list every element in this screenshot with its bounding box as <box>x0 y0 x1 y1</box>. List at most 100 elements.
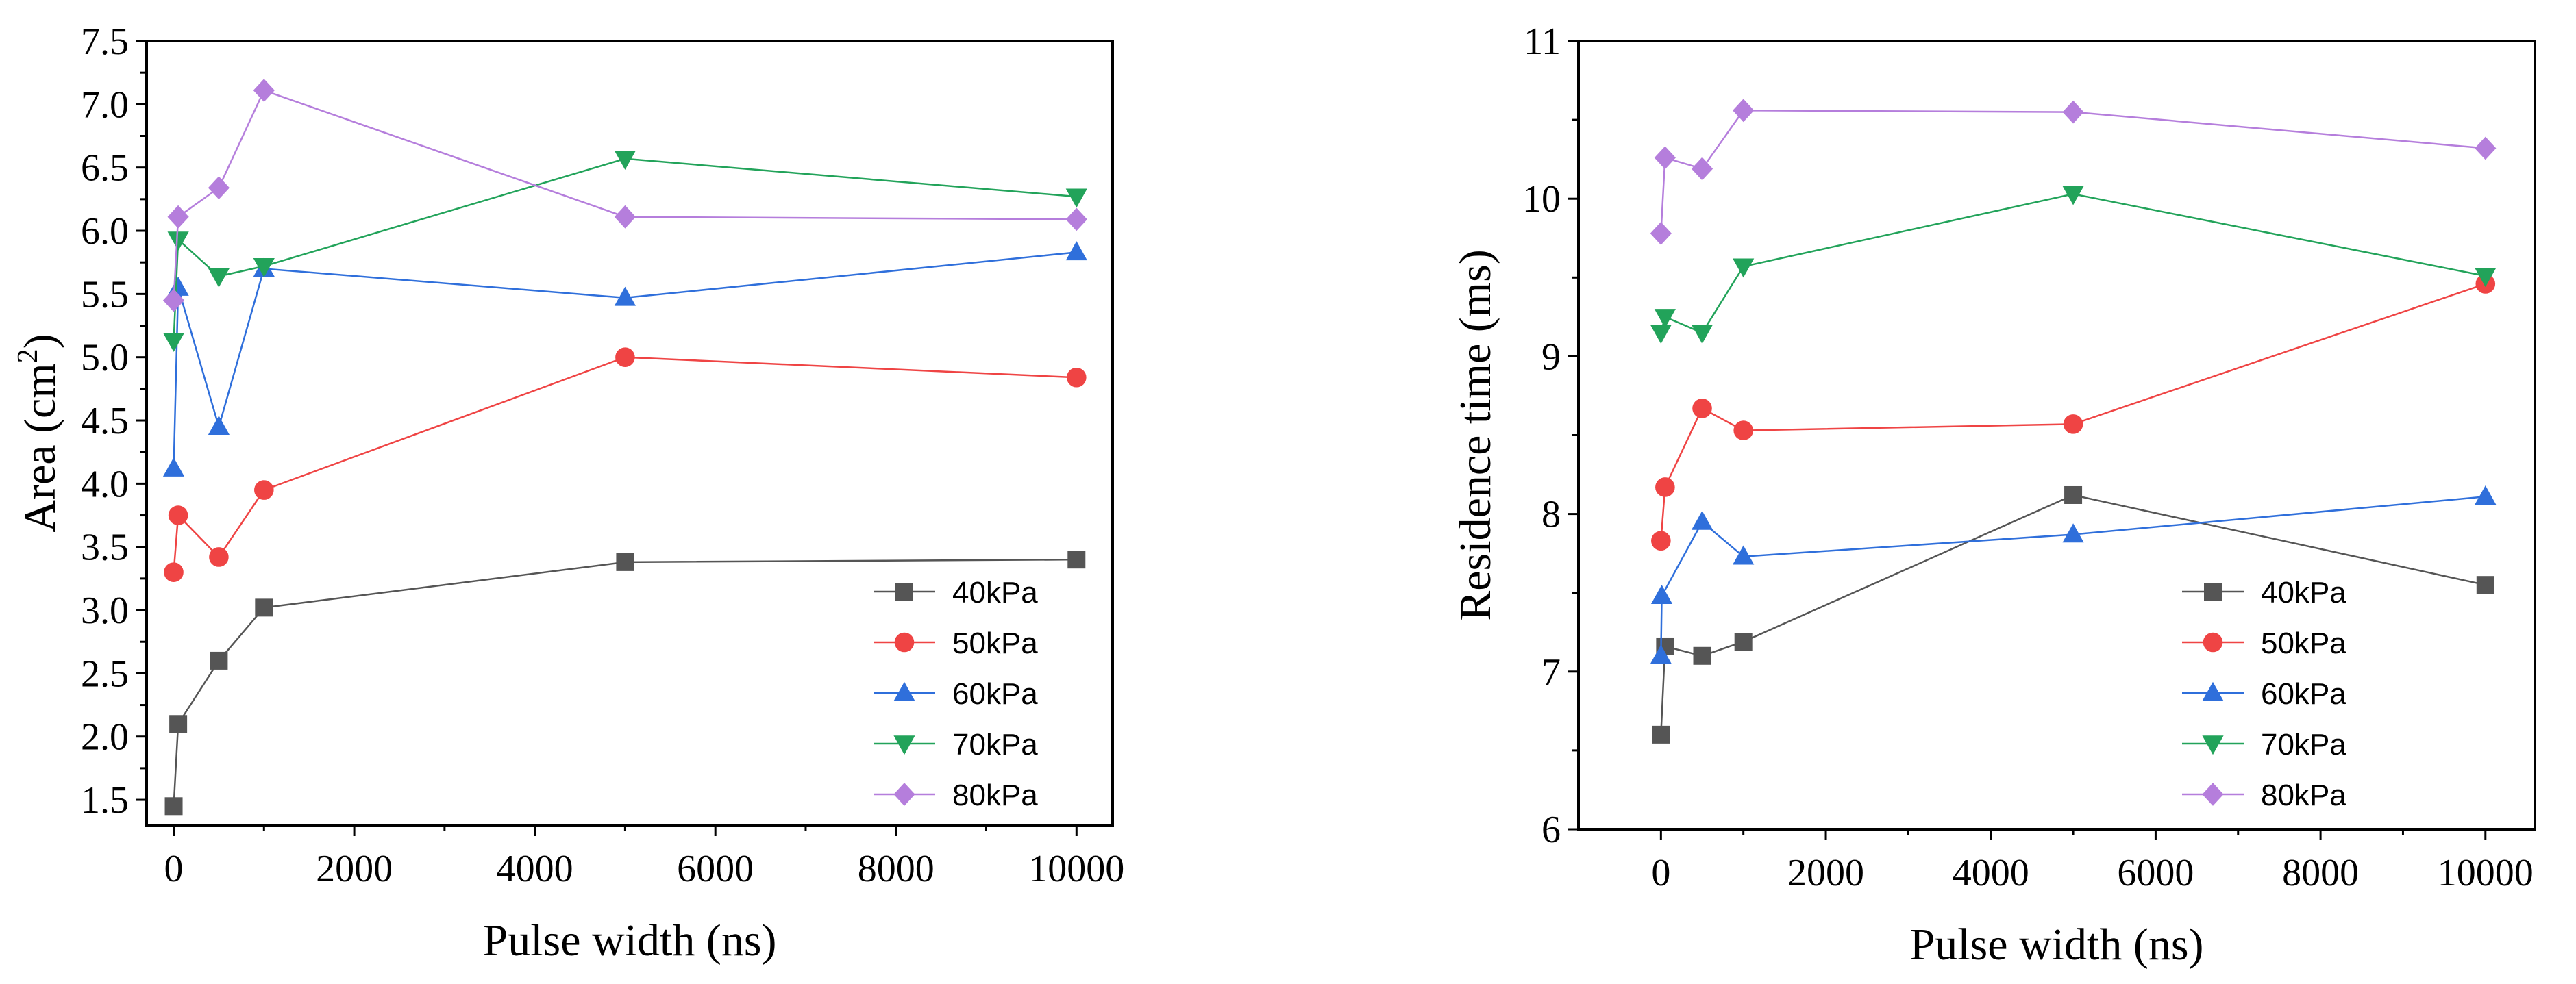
data-point <box>1691 510 1713 530</box>
legend-label: 80kPa <box>952 779 1038 812</box>
series-line <box>1660 496 2486 656</box>
data-point <box>2475 485 2497 505</box>
series-line <box>173 558 1077 807</box>
x-axis-label: Pulse width (ns) <box>483 916 777 966</box>
y-tick-label: 4.0 <box>81 463 129 505</box>
data-point <box>208 268 230 288</box>
data-point <box>1650 221 1672 245</box>
series-line <box>1660 110 2486 234</box>
legend-label: 50kPa <box>2261 627 2346 660</box>
data-point <box>255 598 273 617</box>
data-point <box>2475 268 2497 288</box>
x-tick-label: 4000 <box>1953 852 2029 894</box>
x-tick-label: 2000 <box>316 848 393 890</box>
data-point <box>167 231 189 251</box>
data-point <box>254 480 274 500</box>
data-point <box>1691 325 1713 344</box>
x-tick-label: 0 <box>1651 852 1670 894</box>
legend-label: 40kPa <box>2261 576 2346 609</box>
series-70kPa <box>162 151 1087 352</box>
legend-label: 40kPa <box>952 576 1038 609</box>
data-point <box>164 797 183 816</box>
plot-frame <box>1577 40 2536 831</box>
legend-entry: 40kPa <box>874 576 1038 609</box>
plot-frame <box>145 40 1114 827</box>
legend-label: 60kPa <box>952 677 1038 711</box>
legend-marker <box>2202 735 2224 755</box>
legend-entry: 70kPa <box>874 728 1038 761</box>
data-point <box>1733 420 1753 440</box>
series-60kPa <box>162 241 1087 477</box>
legend-marker <box>893 735 915 755</box>
legend-entry: 60kPa <box>874 677 1038 711</box>
data-point <box>1734 633 1753 651</box>
data-point <box>1651 531 1671 551</box>
data-point <box>169 715 188 733</box>
legend-entry: 80kPa <box>2182 779 2346 812</box>
legend-marker <box>895 583 913 601</box>
data-point <box>208 416 230 435</box>
data-point <box>2476 576 2494 594</box>
series-line <box>173 356 1077 572</box>
data-point <box>2475 136 2497 160</box>
y-tick-label: 5.5 <box>81 273 129 316</box>
data-point <box>1652 725 1670 744</box>
legend-label: 70kPa <box>2261 728 2346 761</box>
legend-marker <box>893 681 915 701</box>
data-point <box>1065 188 1087 208</box>
legend-entry: 50kPa <box>874 627 1038 660</box>
residence-time-chart: 0 2000 4000 6000 8000 10000 6 7 8 9 10 11 Pulse widt… <box>1450 21 2536 970</box>
y-tick-label: 7 <box>1541 651 1561 694</box>
y-tick-label: 9 <box>1541 336 1561 378</box>
data-point <box>210 651 228 670</box>
y-tick-label: 6.0 <box>81 210 129 253</box>
y-tick-label: 6.5 <box>81 147 129 190</box>
data-point <box>168 505 188 525</box>
data-point <box>162 332 185 352</box>
data-point <box>253 258 275 277</box>
y-tick-label: 10 <box>1522 178 1561 220</box>
y-axis-label-text: Area (cm <box>15 363 65 532</box>
series-70kPa <box>1650 186 2497 344</box>
data-point <box>1691 157 1713 181</box>
x-tick-label: 8000 <box>858 848 934 890</box>
series-80kPa <box>162 79 1087 312</box>
data-point <box>2062 186 2084 205</box>
data-point <box>614 205 636 229</box>
x-tick-label: 6000 <box>2117 852 2194 894</box>
data-point <box>1650 325 1672 344</box>
series-80kPa <box>1650 99 2497 245</box>
data-point <box>1065 241 1087 261</box>
data-point <box>1733 545 1755 565</box>
data-point <box>2064 485 2083 504</box>
data-point <box>1692 399 1712 418</box>
data-point <box>167 205 189 229</box>
data-point <box>1066 367 1087 388</box>
x-tick-label: 6000 <box>677 848 754 890</box>
data-point <box>2062 523 2084 543</box>
series-line <box>173 89 1077 301</box>
series-line <box>1660 193 2486 334</box>
y-tick-label: 2.0 <box>81 716 129 759</box>
data-point <box>1654 309 1676 329</box>
data-point <box>1733 258 1755 278</box>
y-tick-label: 7.5 <box>81 21 129 63</box>
x-tick-label: 2000 <box>1787 852 1864 894</box>
data-point <box>162 457 185 477</box>
data-point <box>614 286 636 306</box>
y-tick-label: 11 <box>1524 21 1561 63</box>
y-axis-label-superscript: 2 <box>12 349 44 363</box>
y-axis-label: Area (cm2) <box>12 333 65 532</box>
x-tick-label: 4000 <box>497 848 573 890</box>
series-line <box>173 251 1077 469</box>
legend-marker <box>893 783 915 806</box>
x-tick-label: 10000 <box>2438 852 2534 894</box>
legend-entry: 80kPa <box>874 779 1038 812</box>
data-point <box>209 547 229 567</box>
data-point <box>253 79 275 102</box>
y-axis-label: Residence time (ms) <box>1450 249 1500 621</box>
y-tick-label: 4.5 <box>81 400 129 442</box>
legend-label: 70kPa <box>952 728 1038 761</box>
data-point <box>1655 477 1675 497</box>
